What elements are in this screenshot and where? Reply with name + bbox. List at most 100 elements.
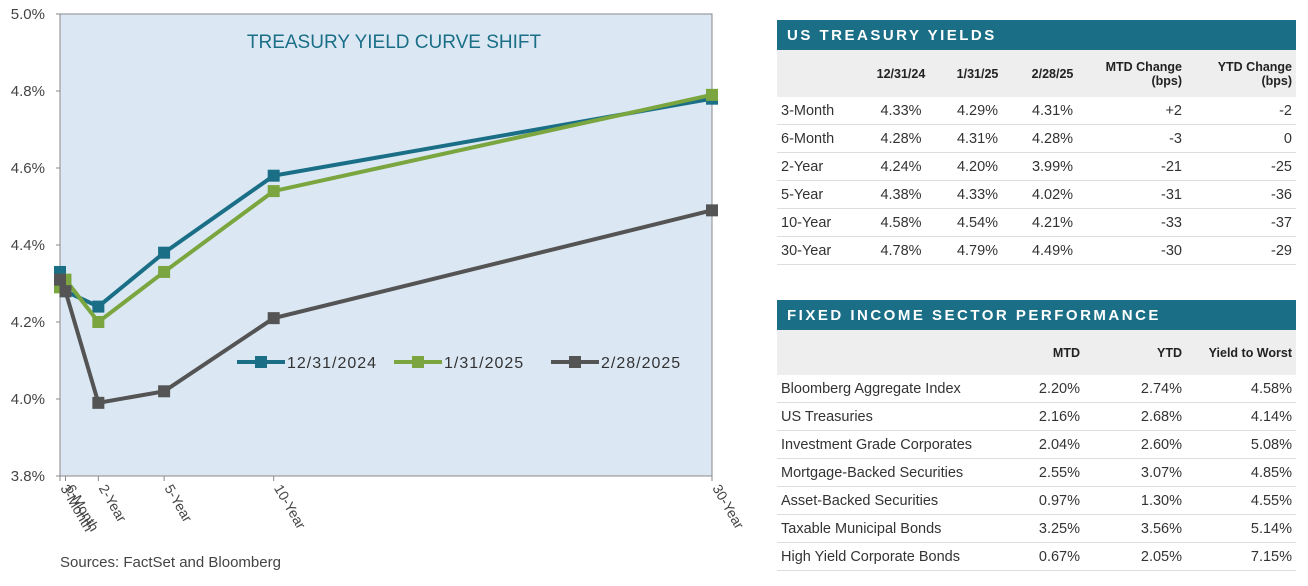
y-tick-label: 3.8% xyxy=(11,468,45,485)
treasury-table: US TREASURY YIELDS 12/31/24 1/31/25 2/28/2… xyxy=(777,20,1296,265)
table-row: Bloomberg Aggregate Index 2.20% 2.74% 4.58% xyxy=(777,375,1296,403)
header-cell: 1/31/25 xyxy=(940,50,1015,97)
cell: -37 xyxy=(1186,208,1296,237)
chart-title: TREASURY YIELD CURVE SHIFT xyxy=(247,32,542,53)
header-cell: MTD Change (bps) xyxy=(1090,50,1186,97)
legend-label: 1/31/2025 xyxy=(444,355,524,372)
row-label: High Yield Corporate Bonds xyxy=(777,542,1022,571)
table: MTD YTD Yield to Worst Bloomberg Aggregate… xyxy=(777,330,1296,571)
cell: 3.25% xyxy=(1022,514,1084,543)
cell: -3 xyxy=(1090,124,1186,153)
cell: 4.31% xyxy=(940,124,1015,153)
table-row: Taxable Municipal Bonds 3.25% 3.56% 5.14% xyxy=(777,514,1296,543)
point xyxy=(158,246,171,259)
point xyxy=(92,316,105,328)
cell: 4.79% xyxy=(940,236,1015,265)
cell: -21 xyxy=(1090,152,1186,181)
cell: 4.24% xyxy=(862,152,940,181)
cell: -29 xyxy=(1186,236,1296,265)
cell: 4.29% xyxy=(940,97,1015,125)
table-title: US TREASURY YIELDS xyxy=(777,20,1296,50)
cell: 4.58% xyxy=(1186,375,1296,403)
cell: -36 xyxy=(1186,180,1296,209)
x-tick-label: 2-Year xyxy=(96,482,130,526)
x-tick-label: 10-Year xyxy=(271,482,309,532)
point xyxy=(267,169,280,182)
table-row: 5-Year 4.38% 4.33% 4.02% -31 -36 xyxy=(777,180,1296,209)
cell: 0.67% xyxy=(1022,542,1084,571)
cell: 5.14% xyxy=(1186,514,1296,543)
cell: 4.85% xyxy=(1186,458,1296,487)
row-label: Investment Grade Corporates xyxy=(777,430,1022,459)
table-row: High Yield Corporate Bonds 0.67% 2.05% 7.15… xyxy=(777,542,1296,571)
cell: 4.49% xyxy=(1015,236,1090,265)
table-title: FIXED INCOME SECTOR PERFORMANCE xyxy=(777,300,1296,330)
cell: 4.33% xyxy=(940,180,1015,209)
point xyxy=(706,204,718,217)
table-row: Investment Grade Corporates 2.04% 2.60% 5.0… xyxy=(777,430,1296,459)
row-label: Mortgage-Backed Securities xyxy=(777,458,1022,487)
point xyxy=(158,385,171,398)
cell: 4.28% xyxy=(862,124,940,153)
cell: 4.54% xyxy=(940,208,1015,237)
legend-label: 12/31/2024 xyxy=(287,355,377,372)
legend-label: 2/28/2025 xyxy=(601,355,681,372)
y-tick-label: 4.4% xyxy=(11,237,45,254)
row-label: 5-Year xyxy=(777,180,862,209)
x-tick-label: 5-Year xyxy=(162,482,196,526)
cell: 2.04% xyxy=(1022,430,1084,459)
point xyxy=(92,396,105,409)
legend-marker xyxy=(412,356,424,368)
cell: 3.07% xyxy=(1084,458,1186,487)
x-tick-label: 30-Year xyxy=(709,482,747,532)
table-row: 2-Year 4.24% 4.20% 3.99% -21 -25 xyxy=(777,152,1296,181)
table-row: US Treasuries 2.16% 2.68% 4.14% xyxy=(777,402,1296,431)
legend-marker xyxy=(255,356,267,368)
cell: 4.21% xyxy=(1015,208,1090,237)
cell: 2.68% xyxy=(1084,402,1186,431)
y-tick-label: 4.8% xyxy=(11,83,45,100)
cell: -31 xyxy=(1090,180,1186,209)
cell: 0 xyxy=(1186,124,1296,153)
header-cell: Yield to Worst xyxy=(1186,330,1296,375)
cell: 2.55% xyxy=(1022,458,1084,487)
legend-marker xyxy=(569,356,581,368)
table-row: Mortgage-Backed Securities 2.55% 3.07% 4.85… xyxy=(777,458,1296,487)
cell: 4.31% xyxy=(1015,97,1090,125)
cell: 2.74% xyxy=(1084,375,1186,403)
row-label: Taxable Municipal Bonds xyxy=(777,514,1022,543)
row-label: Asset-Backed Securities xyxy=(777,486,1022,515)
point xyxy=(92,300,105,313)
chart: TREASURY YIELD CURVE SHIFT Sources: Fact… xyxy=(11,6,748,571)
row-label: 6-Month xyxy=(777,124,862,153)
header-cell: 2/28/25 xyxy=(1015,50,1090,97)
y-tick-label: 4.0% xyxy=(11,391,45,408)
header-cell: MTD xyxy=(1022,330,1084,375)
cell: 4.58% xyxy=(862,208,940,237)
y-tick-label: 4.2% xyxy=(11,314,45,331)
point xyxy=(158,265,171,278)
table-row: 3-Month 4.33% 4.29% 4.31% +2 -2 xyxy=(777,97,1296,125)
cell: 4.14% xyxy=(1186,402,1296,431)
plot-area xyxy=(59,13,713,477)
cell: 4.78% xyxy=(862,236,940,265)
cell: 0.97% xyxy=(1022,486,1084,515)
cell: 4.02% xyxy=(1015,180,1090,209)
header-cell: YTD Change (bps) xyxy=(1186,50,1296,97)
cell: -30 xyxy=(1090,236,1186,265)
table: 12/31/24 1/31/25 2/28/25 MTD Change (bps) YT… xyxy=(777,50,1296,265)
row-label: US Treasuries xyxy=(777,402,1022,431)
sector-table: FIXED INCOME SECTOR PERFORMANCE MTD YTD Yi… xyxy=(777,300,1296,571)
y-tick-label: 5.0% xyxy=(11,6,45,23)
cell: 2.20% xyxy=(1022,375,1084,403)
cell: 1.30% xyxy=(1084,486,1186,515)
cell: 7.15% xyxy=(1186,542,1296,571)
header-cell xyxy=(777,50,862,97)
point xyxy=(706,88,718,101)
row-label: 30-Year xyxy=(777,236,862,265)
table-row: 6-Month 4.28% 4.31% 4.28% -3 0 xyxy=(777,124,1296,153)
row-label: 3-Month xyxy=(777,97,862,125)
cell: 4.33% xyxy=(862,97,940,125)
header-cell xyxy=(777,330,1022,375)
